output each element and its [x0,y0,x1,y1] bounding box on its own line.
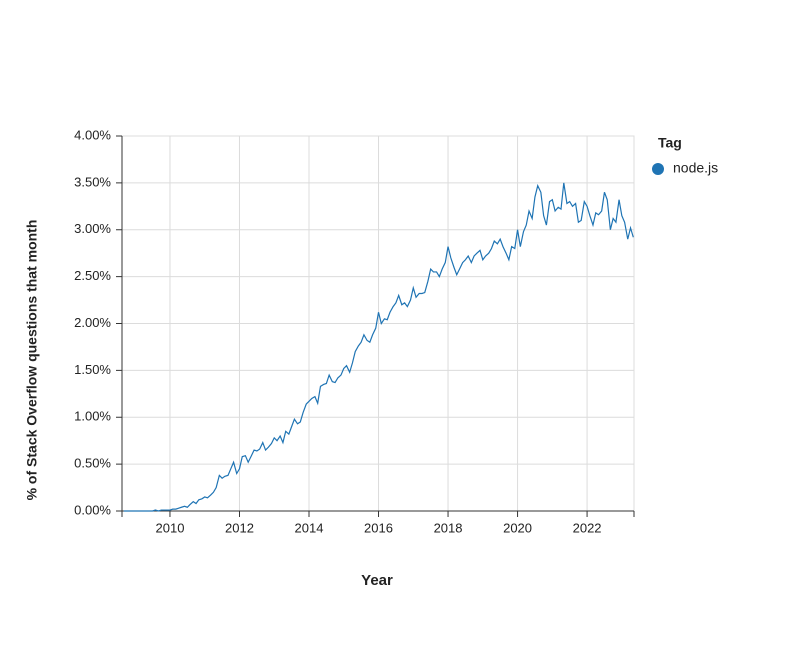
x-tick-label: 2010 [156,520,185,535]
series-line [123,182,634,512]
x-axis-title: Year [361,572,393,589]
x-tick-label: 2022 [573,520,602,535]
y-tick-label: 0.50% [74,456,111,471]
y-axis-title: % of Stack Overflow questions that month [24,220,40,501]
y-tick-label: 4.00% [74,127,111,142]
x-tick-label: 2020 [503,520,532,535]
legend-marker [652,163,664,175]
x-tick-label: 2016 [364,520,393,535]
y-tick-label: 1.00% [74,409,111,424]
y-tick-label: 2.00% [74,315,111,330]
legend-label: node.js [673,160,718,176]
legend-title: Tag [658,135,682,151]
x-tick-label: 2018 [434,520,463,535]
y-tick-label: 0.00% [74,502,111,517]
x-tick-label: 2012 [225,520,254,535]
y-tick-label: 3.50% [74,174,111,189]
x-tick-label: 2014 [295,520,324,535]
y-tick-label: 1.50% [74,362,111,377]
y-tick-label: 2.50% [74,268,111,283]
y-tick-label: 3.00% [74,221,111,236]
